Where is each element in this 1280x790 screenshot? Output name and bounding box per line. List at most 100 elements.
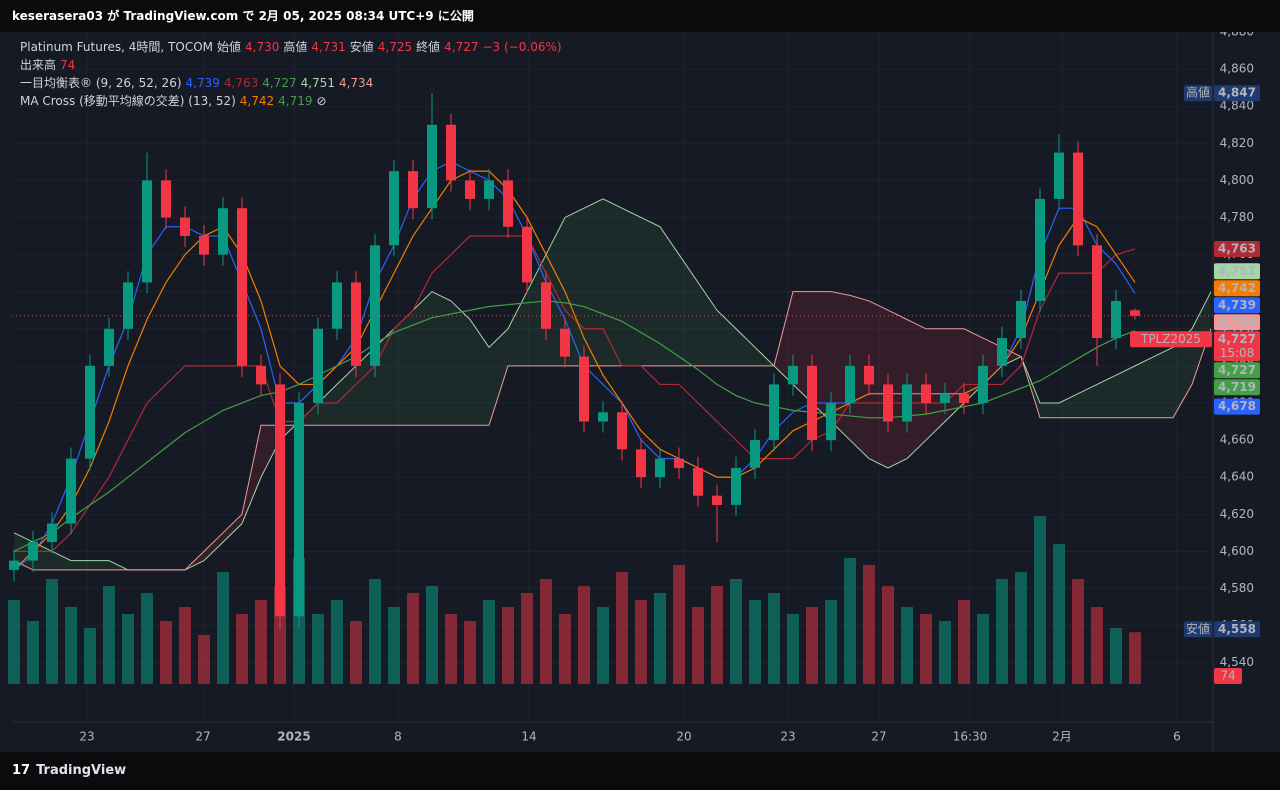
price-label-tag-box bbox=[1184, 85, 1212, 102]
price-label-box bbox=[1214, 263, 1260, 280]
cloud-segment bbox=[432, 291, 451, 426]
volume-bar bbox=[578, 586, 590, 684]
candle-body bbox=[560, 328, 570, 357]
candle-body bbox=[1016, 300, 1026, 339]
cloud-segment bbox=[603, 198, 622, 366]
legend-item: 4,763 bbox=[223, 76, 259, 90]
legend-item: 4,734 bbox=[338, 76, 374, 90]
price-label-box bbox=[1214, 362, 1260, 379]
volume-bar bbox=[540, 579, 552, 684]
candle-body bbox=[826, 402, 836, 441]
volume-bar bbox=[141, 593, 153, 684]
candle-body bbox=[522, 226, 532, 283]
y-tick-label: 4,580 bbox=[1220, 581, 1254, 595]
cloud-segment bbox=[679, 254, 698, 366]
y-tick-label: 4,540 bbox=[1220, 655, 1254, 669]
candle-body bbox=[864, 365, 874, 385]
legend-item: 出来高 bbox=[20, 58, 57, 72]
x-tick-label: 2月 bbox=[1052, 730, 1072, 744]
volume-bar bbox=[1129, 632, 1141, 684]
candle-body bbox=[85, 365, 95, 459]
volume-bar bbox=[27, 621, 39, 684]
cloud-segment bbox=[1040, 402, 1059, 418]
price-label-box bbox=[1214, 297, 1260, 314]
volume-bar bbox=[122, 614, 134, 684]
cloud-segment bbox=[641, 217, 660, 366]
volume-bar bbox=[179, 607, 191, 684]
price-label: 4,739 bbox=[1218, 298, 1256, 312]
x-tick-label: 23 bbox=[780, 730, 795, 744]
volume-bar bbox=[787, 614, 799, 684]
candle-body bbox=[275, 384, 285, 617]
candle-body bbox=[978, 365, 988, 403]
volume-bar bbox=[996, 579, 1008, 684]
volume-bar bbox=[483, 600, 495, 684]
volume-bar bbox=[217, 572, 229, 684]
volume-label: 74 bbox=[1220, 669, 1235, 683]
volume-bar bbox=[46, 579, 58, 684]
price-label: 4,719 bbox=[1218, 380, 1256, 394]
legend-row: Platinum Futures, 4時間, TOCOM 始値 4,730 高値 4,7… bbox=[20, 38, 566, 56]
volume-bar bbox=[711, 586, 723, 684]
legend-item: 4,730 bbox=[245, 40, 280, 54]
candle-body bbox=[598, 412, 608, 422]
candle-body bbox=[237, 208, 247, 366]
price-label-box bbox=[1214, 379, 1260, 396]
volume-bar bbox=[654, 593, 666, 684]
cloud-span-a bbox=[13, 198, 1212, 571]
y-tick-label: 4,880 bbox=[1220, 32, 1254, 39]
legend-item: 4,731 bbox=[311, 40, 346, 54]
volume-bar bbox=[369, 579, 381, 684]
cloud-segment bbox=[660, 226, 679, 366]
x-tick-label: 20 bbox=[676, 730, 691, 744]
cloud-segment bbox=[907, 319, 926, 459]
volume-bar bbox=[977, 614, 989, 684]
volume-bar bbox=[749, 600, 761, 684]
cloud-segment bbox=[394, 310, 413, 426]
legend-row: MA Cross (移動平均線の交差) (13, 52) 4,742 4,719 ⊘ bbox=[20, 92, 566, 110]
logo: 17 bbox=[12, 763, 31, 778]
volume-bar bbox=[1034, 516, 1046, 684]
cloud-segment bbox=[926, 328, 945, 441]
footer: 17 TradingView bbox=[0, 752, 1280, 790]
legend-item: 4,742 bbox=[239, 94, 275, 108]
y-tick-label: 4,840 bbox=[1220, 99, 1254, 113]
candle-body bbox=[1054, 152, 1064, 199]
cloud-segment bbox=[1173, 328, 1192, 418]
volume-bar bbox=[103, 586, 115, 684]
price-label-tag: TPLZ2025 bbox=[1140, 332, 1201, 346]
volume-bar bbox=[863, 565, 875, 684]
cloud-segment bbox=[204, 532, 223, 561]
brand: TradingView bbox=[36, 763, 127, 778]
legend-row: 一目均衡表® (9, 26, 52, 26) 4,739 4,763 4,727 4,7… bbox=[20, 74, 566, 92]
x-tick-label: 16:30 bbox=[953, 730, 988, 744]
cloud-segment bbox=[1097, 375, 1116, 418]
cloud-segment bbox=[337, 365, 356, 426]
volume-bar bbox=[730, 579, 742, 684]
candle-body bbox=[313, 328, 323, 403]
volume-bar bbox=[597, 607, 609, 684]
y-tick-label: 4,640 bbox=[1220, 470, 1254, 484]
cloud-segment bbox=[1154, 347, 1173, 418]
cloud-segment bbox=[1116, 365, 1135, 418]
candle-body bbox=[66, 458, 76, 524]
chart: 4,5404,5604,5804,6004,6204,6404,6604,680… bbox=[0, 32, 1280, 752]
price-label-tag-box bbox=[1184, 621, 1212, 638]
cloud-segment bbox=[717, 310, 736, 366]
price-label: 4,727 bbox=[1218, 332, 1256, 346]
candle-body bbox=[389, 171, 399, 246]
candle-body bbox=[750, 440, 760, 468]
volume-bar bbox=[825, 600, 837, 684]
volume-bar bbox=[65, 607, 77, 684]
volume-bar bbox=[350, 621, 362, 684]
price-label: 4,751 bbox=[1218, 264, 1256, 278]
cloud-segment bbox=[508, 291, 527, 366]
candle-body bbox=[465, 180, 475, 199]
y-tick-label: 4,780 bbox=[1220, 210, 1254, 224]
cloud-segment bbox=[1135, 356, 1154, 418]
cloud-segment bbox=[489, 328, 508, 426]
candle-body bbox=[484, 180, 494, 199]
volume-bar bbox=[616, 572, 628, 684]
volume-bar bbox=[559, 614, 571, 684]
